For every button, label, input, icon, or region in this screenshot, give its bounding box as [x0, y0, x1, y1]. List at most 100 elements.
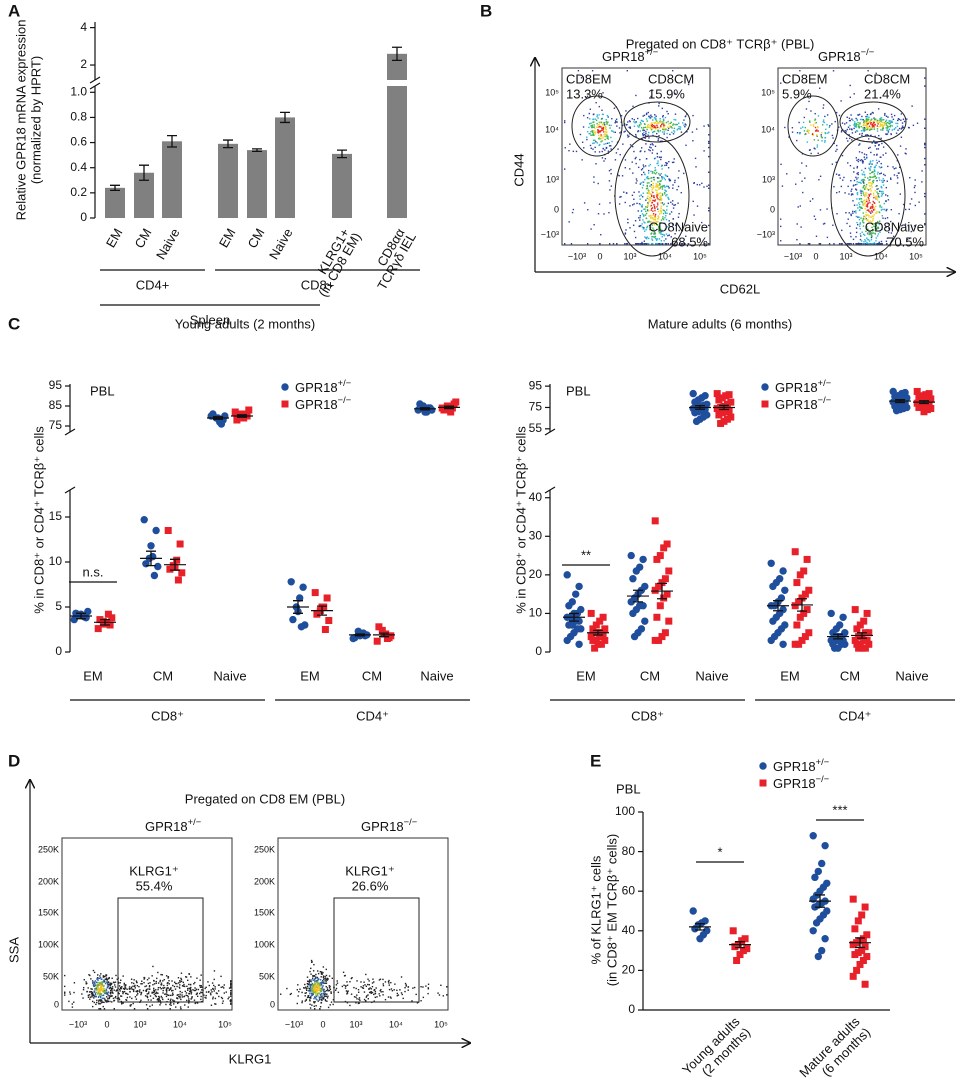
data-point — [209, 410, 217, 418]
event-dot — [586, 243, 589, 245]
event-dot — [594, 127, 596, 130]
event-dot — [153, 993, 155, 995]
event-dot — [653, 194, 655, 197]
event-dot — [364, 984, 366, 986]
x-tick-label: 10⁴ — [173, 1019, 187, 1029]
event-dot — [631, 194, 634, 197]
event-dot — [652, 127, 654, 129]
event-dot — [796, 132, 799, 134]
event-dot — [320, 996, 323, 999]
event-dot — [864, 207, 866, 210]
event-dot — [914, 191, 916, 194]
event-dot — [313, 988, 315, 991]
event-dot — [659, 140, 662, 143]
event-dot — [651, 152, 654, 154]
event-dot — [873, 125, 875, 128]
event-dot — [407, 989, 409, 991]
sem-bar — [815, 894, 825, 908]
event-dot — [669, 179, 672, 182]
event-dot — [678, 170, 680, 172]
event-dot — [645, 212, 648, 215]
event-dot — [865, 218, 867, 220]
data-point — [865, 640, 873, 648]
legend-label-sup: +/− — [338, 378, 352, 388]
event-dot — [425, 985, 427, 987]
event-dot — [177, 1001, 180, 1004]
x-tick-label: 0 — [320, 1019, 325, 1029]
event-dot — [659, 210, 662, 212]
event-dot — [174, 982, 177, 985]
y-tick-label: 50K — [43, 971, 59, 981]
event-dot — [182, 985, 185, 987]
event-dot — [877, 220, 879, 223]
event-dot — [826, 123, 828, 126]
event-dot — [170, 990, 173, 992]
event-dot — [82, 986, 85, 989]
event-dot — [324, 975, 326, 978]
data-point — [805, 629, 813, 637]
event-dot — [615, 118, 618, 120]
event-dot — [220, 975, 222, 978]
event-dot — [866, 120, 869, 123]
event-dot — [816, 126, 819, 128]
event-dot — [648, 115, 650, 117]
event-dot — [871, 211, 874, 213]
event-dot — [632, 145, 634, 148]
event-dot — [858, 113, 861, 116]
event-dot — [835, 144, 838, 147]
event-dot — [397, 994, 400, 996]
event-dot — [661, 193, 664, 195]
event-dot — [838, 191, 841, 193]
event-dot — [319, 990, 322, 993]
plot-name: GPR18−/− — [818, 47, 874, 64]
event-dot — [321, 982, 324, 984]
event-dot — [650, 243, 653, 245]
event-dot — [809, 200, 812, 202]
event-dot — [897, 154, 899, 156]
event-dot — [655, 115, 657, 117]
event-dot — [856, 193, 859, 196]
event-dot — [670, 211, 673, 213]
event-dot — [654, 209, 656, 212]
event-dot — [870, 183, 873, 185]
event-dot — [801, 162, 803, 164]
event-dot — [871, 171, 874, 174]
event-dot — [626, 192, 628, 194]
event-dot — [315, 980, 317, 982]
event-dot — [872, 206, 874, 209]
event-dot — [618, 175, 620, 177]
event-dot — [186, 994, 189, 997]
event-dot — [860, 217, 862, 219]
event-dot — [602, 137, 604, 139]
event-dot — [646, 176, 648, 179]
gate — [623, 101, 691, 143]
event-dot — [610, 172, 612, 175]
event-dot — [645, 217, 648, 219]
x-tick-label: CM — [131, 226, 154, 251]
data-point — [913, 387, 921, 395]
event-dot — [626, 70, 629, 72]
event-dot — [601, 150, 603, 153]
event-dot — [306, 989, 308, 991]
event-dot — [592, 131, 594, 134]
event-dot — [311, 988, 314, 990]
event-dot — [867, 122, 869, 125]
event-dot — [674, 123, 676, 126]
event-dot — [889, 177, 892, 179]
event-dot — [860, 243, 863, 245]
event-dot — [590, 122, 592, 124]
event-dot — [168, 980, 170, 982]
legend-marker — [759, 779, 767, 787]
event-dot — [862, 192, 864, 194]
event-dot — [673, 158, 675, 160]
event-dot — [663, 191, 666, 194]
event-dot — [101, 1000, 103, 1002]
event-dot — [870, 236, 873, 239]
event-dot — [651, 238, 653, 240]
event-dot — [654, 126, 657, 129]
event-dot — [658, 135, 660, 137]
event-dot — [308, 981, 311, 983]
event-dot — [660, 202, 662, 204]
x-tick-label: CM — [840, 668, 860, 683]
event-dot — [662, 217, 664, 220]
